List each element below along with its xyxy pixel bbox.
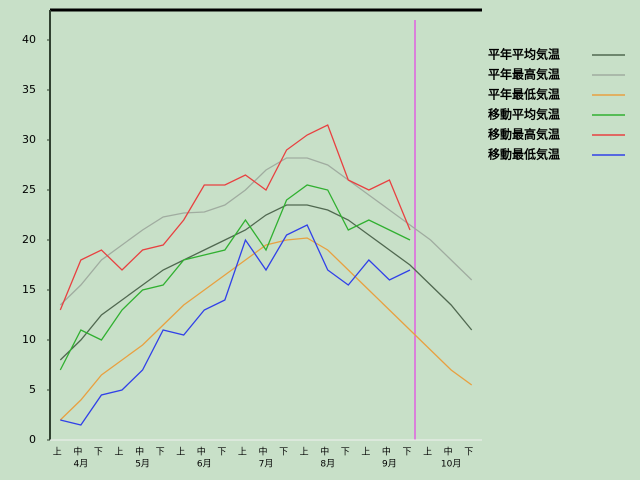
series-line xyxy=(59,237,473,421)
series-line xyxy=(59,157,473,306)
series-line xyxy=(59,124,411,311)
x-tick-label: 中 xyxy=(382,446,391,458)
series-line xyxy=(59,204,473,361)
x-tick-label: 下 xyxy=(464,448,473,458)
month-label: 6月 xyxy=(197,459,212,470)
x-tick-label: 下 xyxy=(341,448,350,458)
y-tick-label: 35 xyxy=(22,83,36,96)
x-tick-label: 上 xyxy=(423,447,432,458)
x-tick-label: 上 xyxy=(361,447,370,458)
y-tick-label: 0 xyxy=(29,433,36,446)
legend-label: 平年平均気温 xyxy=(488,47,560,62)
x-tick-label: 下 xyxy=(402,448,411,458)
x-tick-label: 中 xyxy=(135,446,144,458)
x-tick-label: 中 xyxy=(444,446,453,458)
y-tick-label: 10 xyxy=(22,333,36,346)
x-tick-label: 下 xyxy=(217,448,226,458)
x-tick-label: 中 xyxy=(320,446,329,458)
x-tick-label: 上 xyxy=(114,447,123,458)
y-tick-label: 15 xyxy=(22,283,36,296)
month-label: 7月 xyxy=(259,459,274,470)
y-tick-label: 20 xyxy=(22,233,36,246)
x-tick-label: 下 xyxy=(94,448,103,458)
y-tick-label: 5 xyxy=(29,383,36,396)
x-tick-label: 上 xyxy=(300,447,309,458)
x-tick-label: 中 xyxy=(197,446,206,458)
y-tick-label: 25 xyxy=(22,183,36,196)
x-tick-label: 中 xyxy=(258,446,267,458)
month-label: 9月 xyxy=(382,459,397,470)
series-line xyxy=(59,184,411,371)
x-tick-label: 下 xyxy=(279,448,288,458)
month-label: 8月 xyxy=(320,459,335,470)
legend-label: 移動最高気温 xyxy=(488,127,560,142)
legend-label: 移動平均気温 xyxy=(488,107,560,122)
legend-label: 平年最高気温 xyxy=(488,67,560,82)
x-tick-label: 下 xyxy=(156,448,165,458)
x-tick-label: 上 xyxy=(176,447,185,458)
legend-label: 平年最低気温 xyxy=(488,87,560,102)
series-line xyxy=(60,224,411,426)
y-tick-label: 30 xyxy=(22,133,36,146)
x-tick-label: 上 xyxy=(238,447,247,458)
month-label: 10月 xyxy=(441,459,461,470)
month-label: 5月 xyxy=(135,459,150,470)
month-label: 4月 xyxy=(73,459,88,470)
y-tick-label: 40 xyxy=(22,33,36,46)
x-tick-label: 中 xyxy=(73,446,82,458)
legend-label: 移動最低気温 xyxy=(488,147,560,162)
x-tick-label: 上 xyxy=(53,447,62,458)
